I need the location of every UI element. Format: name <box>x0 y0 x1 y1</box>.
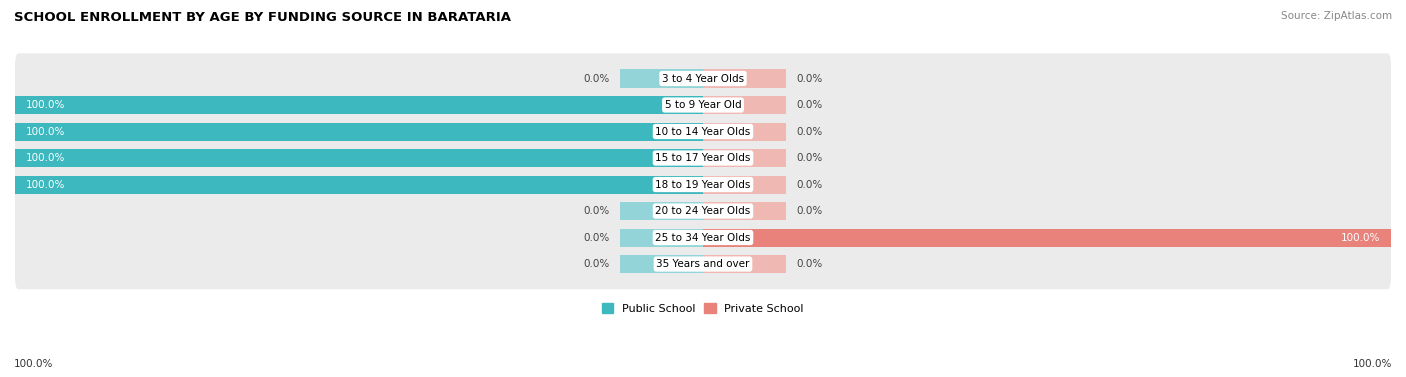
Text: 100.0%: 100.0% <box>25 179 65 190</box>
Bar <box>15 149 703 167</box>
Text: 15 to 17 Year Olds: 15 to 17 Year Olds <box>655 153 751 163</box>
Text: SCHOOL ENROLLMENT BY AGE BY FUNDING SOURCE IN BARATARIA: SCHOOL ENROLLMENT BY AGE BY FUNDING SOUR… <box>14 11 510 24</box>
FancyBboxPatch shape <box>15 186 1391 236</box>
Text: 0.0%: 0.0% <box>796 179 823 190</box>
Bar <box>703 228 1391 247</box>
FancyBboxPatch shape <box>15 133 1391 183</box>
Text: 0.0%: 0.0% <box>583 206 610 216</box>
Text: 25 to 34 Year Olds: 25 to 34 Year Olds <box>655 233 751 242</box>
Text: 5 to 9 Year Old: 5 to 9 Year Old <box>665 100 741 110</box>
Bar <box>620 96 703 114</box>
Bar <box>703 96 786 114</box>
FancyBboxPatch shape <box>15 106 1391 157</box>
Bar <box>15 176 703 193</box>
Bar <box>620 123 703 141</box>
FancyBboxPatch shape <box>15 159 1391 210</box>
Text: 18 to 19 Year Olds: 18 to 19 Year Olds <box>655 179 751 190</box>
Text: Source: ZipAtlas.com: Source: ZipAtlas.com <box>1281 11 1392 21</box>
FancyBboxPatch shape <box>15 212 1391 263</box>
Text: 10 to 14 Year Olds: 10 to 14 Year Olds <box>655 127 751 136</box>
Text: 100.0%: 100.0% <box>25 100 65 110</box>
Text: 3 to 4 Year Olds: 3 to 4 Year Olds <box>662 74 744 84</box>
Text: 0.0%: 0.0% <box>583 233 610 242</box>
Text: 20 to 24 Year Olds: 20 to 24 Year Olds <box>655 206 751 216</box>
Bar <box>620 228 703 247</box>
Text: 100.0%: 100.0% <box>14 359 53 369</box>
Text: 0.0%: 0.0% <box>796 100 823 110</box>
Bar <box>620 149 703 167</box>
Text: 0.0%: 0.0% <box>796 153 823 163</box>
Text: 0.0%: 0.0% <box>796 259 823 269</box>
Text: 0.0%: 0.0% <box>796 74 823 84</box>
Bar <box>703 228 786 247</box>
Text: 35 Years and over: 35 Years and over <box>657 259 749 269</box>
Text: 0.0%: 0.0% <box>583 74 610 84</box>
Bar <box>703 202 786 220</box>
Bar <box>703 123 786 141</box>
Bar <box>703 69 786 87</box>
Legend: Public School, Private School: Public School, Private School <box>598 299 808 319</box>
Bar <box>15 96 703 114</box>
Text: 100.0%: 100.0% <box>1353 359 1392 369</box>
Text: 100.0%: 100.0% <box>25 127 65 136</box>
Bar <box>620 202 703 220</box>
FancyBboxPatch shape <box>15 239 1391 289</box>
Bar <box>620 69 703 87</box>
Bar <box>15 123 703 141</box>
Bar <box>703 176 786 193</box>
Text: 100.0%: 100.0% <box>25 153 65 163</box>
Text: 0.0%: 0.0% <box>796 206 823 216</box>
Bar <box>620 255 703 273</box>
Bar <box>703 255 786 273</box>
FancyBboxPatch shape <box>15 53 1391 104</box>
Bar <box>703 149 786 167</box>
Text: 0.0%: 0.0% <box>796 127 823 136</box>
Bar <box>620 176 703 193</box>
Text: 100.0%: 100.0% <box>1341 233 1381 242</box>
Text: 0.0%: 0.0% <box>583 259 610 269</box>
FancyBboxPatch shape <box>15 80 1391 130</box>
